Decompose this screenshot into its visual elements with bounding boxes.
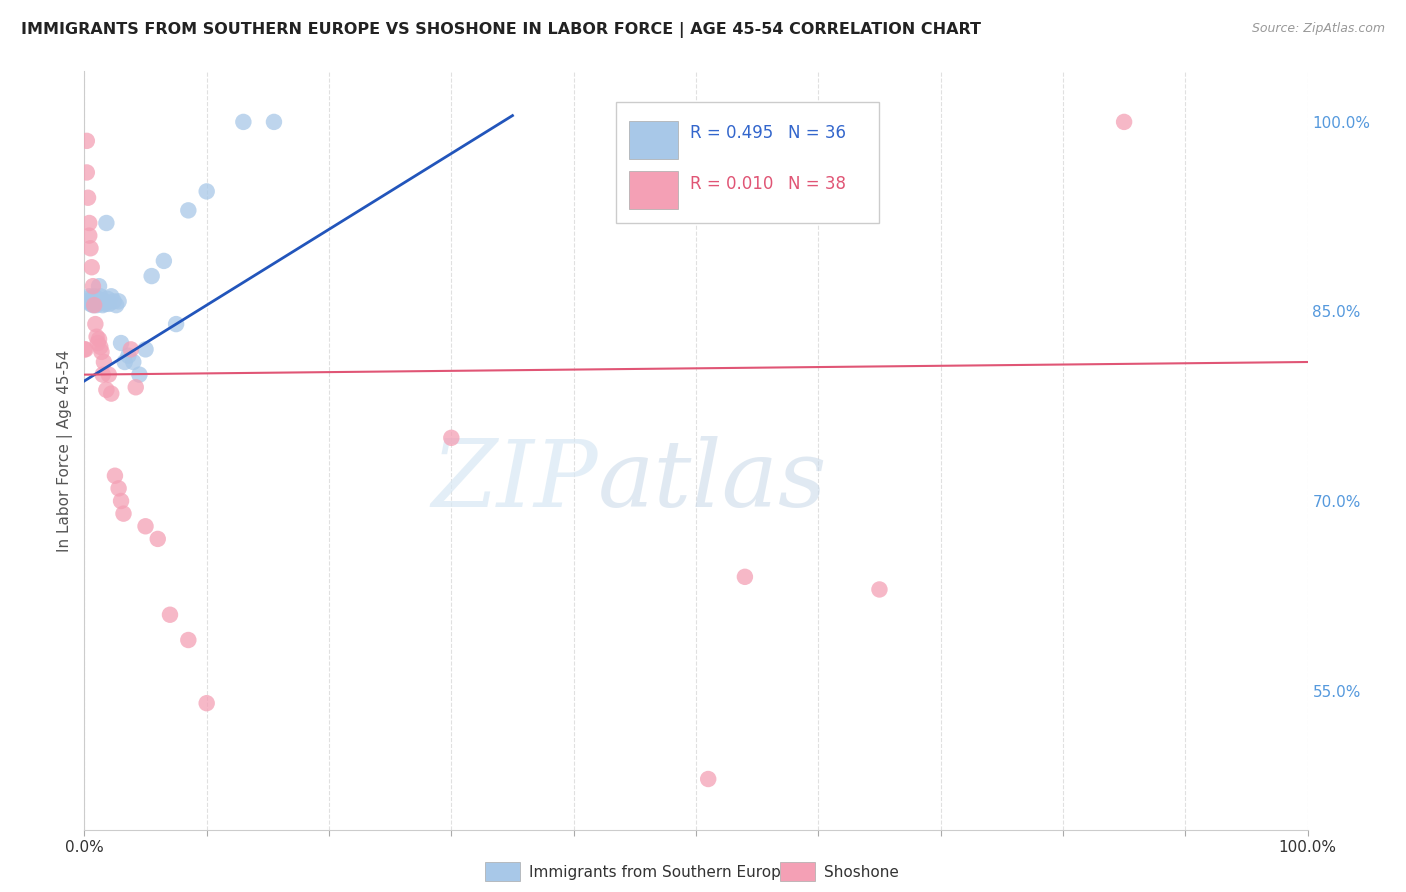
Point bbox=[110, 336, 132, 351]
Point bbox=[100, 289, 122, 303]
Point bbox=[73, 343, 96, 357]
Point bbox=[117, 349, 139, 363]
Point bbox=[869, 582, 891, 597]
Point bbox=[77, 228, 100, 243]
Point bbox=[83, 289, 105, 303]
Text: R = 0.495: R = 0.495 bbox=[690, 124, 773, 143]
Point bbox=[177, 633, 200, 648]
Point bbox=[135, 519, 157, 533]
Point bbox=[79, 297, 101, 311]
Point bbox=[97, 292, 120, 306]
FancyBboxPatch shape bbox=[616, 102, 880, 223]
Point bbox=[96, 383, 118, 397]
FancyBboxPatch shape bbox=[628, 120, 678, 159]
Point bbox=[263, 115, 285, 129]
Text: IMMIGRANTS FROM SOUTHERN EUROPE VS SHOSHONE IN LABOR FORCE | AGE 45-54 CORRELATI: IMMIGRANTS FROM SOUTHERN EUROPE VS SHOSH… bbox=[21, 22, 981, 38]
Point bbox=[114, 355, 136, 369]
Point bbox=[77, 292, 100, 306]
Point bbox=[232, 115, 254, 129]
Point bbox=[90, 294, 112, 309]
Point bbox=[128, 368, 150, 382]
Point bbox=[177, 203, 200, 218]
Point bbox=[1114, 115, 1136, 129]
Point bbox=[84, 317, 107, 331]
Point bbox=[93, 355, 115, 369]
Point bbox=[76, 294, 98, 309]
Text: Immigrants from Southern Europe: Immigrants from Southern Europe bbox=[529, 865, 790, 880]
Point bbox=[80, 260, 103, 275]
Text: N = 36: N = 36 bbox=[787, 124, 846, 143]
Point bbox=[86, 298, 108, 312]
Point bbox=[91, 298, 114, 312]
Point bbox=[734, 570, 756, 584]
Point bbox=[84, 294, 107, 309]
Point bbox=[87, 336, 110, 351]
Point bbox=[77, 216, 100, 230]
Point bbox=[110, 494, 132, 508]
Point bbox=[82, 279, 104, 293]
Point bbox=[97, 297, 120, 311]
Text: R = 0.010: R = 0.010 bbox=[690, 175, 773, 194]
FancyBboxPatch shape bbox=[628, 171, 678, 210]
Point bbox=[195, 696, 218, 710]
Point bbox=[80, 295, 103, 310]
Text: Source: ZipAtlas.com: Source: ZipAtlas.com bbox=[1251, 22, 1385, 36]
Point bbox=[195, 185, 218, 199]
Point bbox=[90, 345, 112, 359]
Point bbox=[89, 289, 111, 303]
Point bbox=[86, 330, 108, 344]
Point bbox=[87, 292, 110, 306]
Point bbox=[165, 317, 187, 331]
Point bbox=[120, 343, 142, 357]
Point bbox=[122, 355, 145, 369]
Point bbox=[107, 482, 129, 496]
Point bbox=[125, 380, 148, 394]
Point bbox=[112, 507, 135, 521]
Point bbox=[153, 253, 176, 268]
Point bbox=[91, 368, 114, 382]
Point bbox=[76, 134, 98, 148]
Point bbox=[97, 368, 120, 382]
Text: atlas: atlas bbox=[598, 436, 828, 525]
Point bbox=[79, 241, 101, 255]
Text: Shoshone: Shoshone bbox=[824, 865, 898, 880]
Point bbox=[104, 468, 127, 483]
Point bbox=[141, 269, 163, 284]
Point bbox=[76, 165, 98, 179]
Point bbox=[77, 289, 100, 303]
Point bbox=[83, 298, 105, 312]
Point bbox=[94, 297, 117, 311]
Point bbox=[105, 298, 128, 312]
Point bbox=[77, 191, 100, 205]
Point bbox=[159, 607, 181, 622]
Point bbox=[697, 772, 720, 786]
Point bbox=[107, 294, 129, 309]
Point bbox=[82, 298, 104, 312]
Point bbox=[75, 343, 97, 357]
Point bbox=[146, 532, 169, 546]
Point bbox=[93, 294, 115, 309]
Point bbox=[440, 431, 463, 445]
Point bbox=[100, 386, 122, 401]
Point bbox=[87, 332, 110, 346]
Point bbox=[96, 216, 118, 230]
Point bbox=[135, 343, 157, 357]
Y-axis label: In Labor Force | Age 45-54: In Labor Force | Age 45-54 bbox=[58, 350, 73, 551]
Point bbox=[87, 279, 110, 293]
Point bbox=[103, 294, 125, 309]
Text: N = 38: N = 38 bbox=[787, 175, 846, 194]
Text: ZIP: ZIP bbox=[432, 436, 598, 525]
Point bbox=[89, 340, 111, 354]
